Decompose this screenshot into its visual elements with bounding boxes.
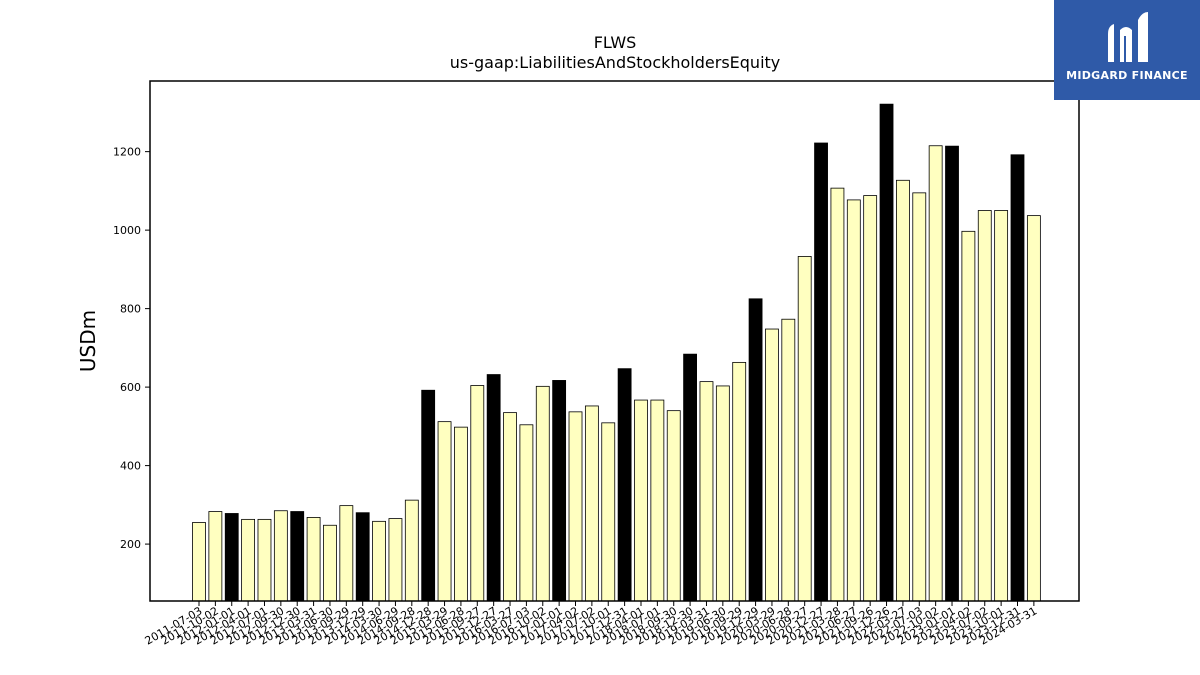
bar	[945, 145, 959, 602]
bar	[994, 210, 1009, 602]
y-tick-label: 200	[120, 538, 141, 551]
bar	[634, 399, 648, 602]
bar	[339, 505, 354, 602]
x-axis-ticks: 2011-07-032011-10-022012-01-012012-04-01…	[143, 601, 1039, 648]
y-tick-label: 1200	[113, 146, 141, 159]
bar	[601, 422, 616, 602]
bar	[421, 389, 436, 602]
bar	[1010, 154, 1025, 602]
bar	[666, 410, 681, 602]
bar	[437, 421, 452, 602]
bar	[257, 518, 272, 602]
bar	[388, 518, 403, 602]
bar	[470, 385, 485, 602]
bar	[650, 399, 665, 602]
bar	[748, 298, 763, 602]
bars-group	[192, 103, 1041, 602]
bar	[454, 426, 468, 602]
bar	[928, 145, 943, 602]
bar	[617, 368, 632, 602]
brand-name: MIDGARD FINANCE	[1066, 69, 1188, 82]
bar	[486, 374, 501, 602]
chart-title: FLWS	[594, 33, 637, 52]
bar	[503, 412, 517, 602]
bar	[732, 361, 747, 602]
bar	[715, 385, 730, 602]
midgard-logo-mark	[1108, 12, 1148, 62]
bar	[306, 517, 321, 602]
bar	[519, 424, 534, 602]
bar	[552, 380, 567, 602]
bar	[372, 520, 386, 602]
bar	[765, 328, 779, 602]
y-tick-label: 600	[120, 381, 141, 394]
bar	[912, 192, 927, 602]
brand-logo: MIDGARD FINANCE	[1054, 0, 1200, 100]
bar	[208, 511, 223, 602]
chart-subtitle: us-gaap:LiabilitiesAndStockholdersEquity	[450, 53, 781, 72]
bar	[699, 381, 714, 602]
bar	[535, 385, 550, 602]
bar	[863, 195, 878, 602]
bar	[290, 511, 305, 602]
bar	[683, 353, 697, 602]
bar	[355, 512, 370, 602]
y-tick-label: 800	[120, 303, 141, 316]
bar	[977, 210, 992, 602]
bar	[241, 518, 256, 602]
bar	[584, 405, 599, 602]
bar	[192, 522, 206, 602]
bar	[1026, 215, 1041, 602]
bar	[404, 499, 419, 602]
bar	[879, 103, 894, 602]
plot-area-frame	[149, 80, 1080, 602]
y-tick-label: 400	[120, 460, 141, 473]
bar	[273, 510, 288, 602]
bar	[797, 256, 812, 602]
y-tick-label: 1000	[113, 224, 141, 237]
bar	[830, 187, 845, 602]
bar	[896, 179, 910, 602]
bar	[814, 142, 828, 602]
bar	[781, 318, 796, 602]
bar	[568, 411, 583, 602]
bar	[961, 230, 976, 602]
bar	[846, 199, 861, 602]
y-axis-ticks: 200 400 600 800 1000 1200	[113, 146, 150, 551]
y-axis-label: USDm	[76, 310, 100, 372]
bar	[224, 513, 239, 602]
bar	[323, 524, 337, 602]
